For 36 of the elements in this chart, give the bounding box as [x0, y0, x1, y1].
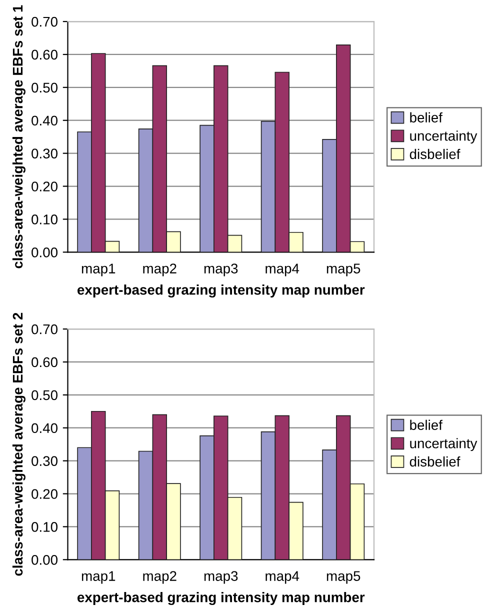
legend-label: belief: [410, 420, 443, 430]
y-tick-label: 0.40: [32, 116, 58, 126]
y-tick-label: 0.60: [32, 357, 58, 368]
x-tick-label: map2: [143, 264, 176, 276]
legend-label: disbelief: [410, 456, 460, 467]
x-tick-label: map5: [326, 571, 360, 584]
x-tick-label: map3: [204, 264, 238, 276]
legend-label: disbelief: [410, 148, 460, 160]
y-tick-label: 0.10: [32, 522, 58, 532]
y-tick-label: 0.50: [32, 390, 58, 400]
y-tick-label: 0.60: [32, 50, 58, 60]
legend-label: uncertainty: [410, 130, 478, 144]
x-tick-label: map4: [266, 571, 300, 584]
x-axis-title: expert-based grazing intensity map number: [78, 284, 365, 298]
y-tick-label: 0.70: [32, 16, 58, 27]
y-tick-label: 0.50: [32, 82, 58, 93]
y-tick-label: 0.30: [32, 456, 58, 466]
y-axis-title: class-area-weighted average EBFs set 2: [12, 312, 26, 576]
legend-label: belief: [410, 112, 443, 123]
y-tick-label: 0.00: [32, 247, 58, 258]
y-tick-label: 0.20: [32, 489, 58, 499]
y-tick-label: 0.30: [32, 148, 58, 158]
x-tick-label: map2: [143, 571, 176, 584]
x-tick-label: map3: [204, 571, 238, 584]
y-axis-title: class-area-weighted average EBFs set 1: [12, 5, 26, 268]
x-tick-label: map1: [82, 571, 116, 584]
y-tick-label: 0.40: [32, 423, 58, 434]
y-tick-label: 0.20: [32, 182, 58, 192]
y-tick-label: 0.10: [32, 214, 58, 224]
legend-label: uncertainty: [410, 438, 478, 452]
x-tick-label: map5: [326, 264, 360, 276]
x-tick-label: map1: [82, 264, 116, 276]
y-tick-label: 0.70: [32, 324, 58, 334]
x-tick-label: map4: [266, 264, 300, 276]
x-axis-title: expert-based grazing intensity map number: [78, 592, 365, 606]
y-tick-label: 0.00: [32, 554, 58, 565]
